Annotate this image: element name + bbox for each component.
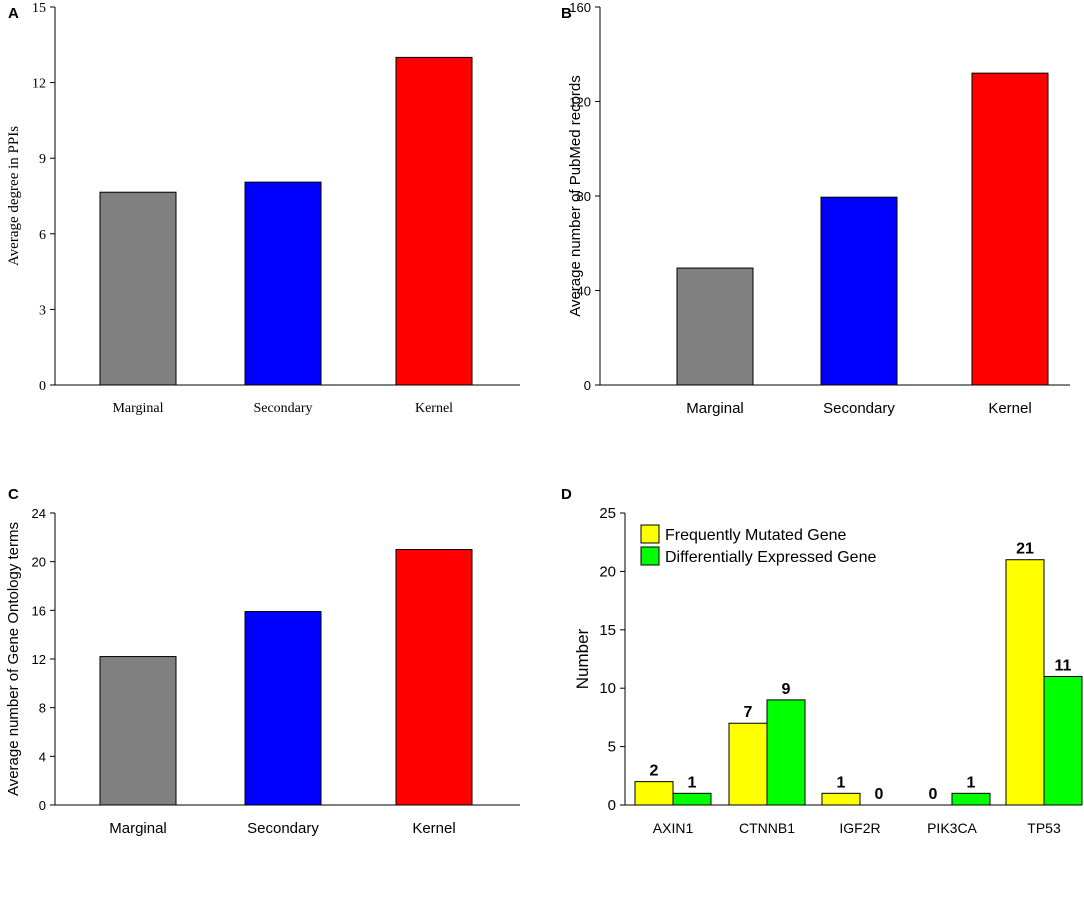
bar-marginal <box>99 656 177 806</box>
bar-tp53-series-2 <box>1043 676 1083 806</box>
category-label: CTNNB1 <box>739 820 795 836</box>
y-tick-label: 0 <box>584 378 591 393</box>
chart-panel-a: A 0 3 6 9 12 15 Average degree in PPIs Marginal S… <box>6 1 520 416</box>
y-axis-label: Average number of Gene Ontology terms <box>5 522 22 796</box>
legend-label: Frequently Mutated Gene <box>665 527 847 544</box>
data-label: 11 <box>1055 658 1072 675</box>
y-tick-label: 4 <box>39 749 46 764</box>
y-tick-label: 25 <box>599 505 616 522</box>
y-axis-label: Average degree in PPIs <box>6 126 22 266</box>
y-tick-label: 0 <box>39 798 46 813</box>
data-label: 1 <box>688 774 697 791</box>
category-label: Secondary <box>253 401 312 416</box>
panel-label: C <box>8 486 19 503</box>
y-tick-label: 6 <box>39 228 46 243</box>
category-label: Marginal <box>686 400 744 417</box>
y-tick-label: 16 <box>32 603 46 618</box>
y-tick-label: 15 <box>32 1 46 16</box>
bar-secondary <box>244 611 322 806</box>
category-label: PIK3CA <box>927 820 977 836</box>
y-tick-label: 20 <box>599 563 616 580</box>
bar-tp53-series-1 <box>1005 559 1045 806</box>
chart-panel-b: B 0 40 80 120 160 Average number of PubMed rec… <box>561 0 1070 417</box>
y-tick-label: 15 <box>599 622 616 639</box>
y-tick-label: 8 <box>39 701 46 716</box>
bar-axin1-series-2 <box>672 792 712 806</box>
y-tick-label: 3 <box>39 303 46 318</box>
legend-swatch <box>640 524 660 544</box>
y-tick-label: 9 <box>39 152 46 167</box>
data-label: 1 <box>837 774 846 791</box>
y-tick-label: 20 <box>32 555 46 570</box>
bar-marginal <box>99 191 177 386</box>
panel-label: A <box>8 5 19 22</box>
data-label: 0 <box>875 786 884 803</box>
y-tick-label: 160 <box>569 0 591 15</box>
bar-secondary <box>244 181 322 386</box>
y-tick-label: 5 <box>608 739 616 756</box>
y-axis-label: Average number of PubMed records <box>567 75 584 317</box>
bar-pik3ca-series-2 <box>951 792 991 806</box>
y-tick-label: 0 <box>608 797 616 814</box>
data-label: 21 <box>1016 541 1034 558</box>
bar-kernel <box>971 72 1049 386</box>
category-label: Kernel <box>415 401 453 416</box>
data-label: 2 <box>650 763 659 780</box>
y-tick-label: 12 <box>32 652 46 667</box>
y-tick-label: 120 <box>569 95 591 110</box>
legend-swatch <box>640 546 660 566</box>
y-tick-label: 12 <box>32 77 46 92</box>
bar-axin1-series-1 <box>634 781 674 806</box>
category-label: Marginal <box>109 820 167 837</box>
y-axis-label: Number <box>573 628 592 689</box>
category-label: Kernel <box>412 820 455 837</box>
chart-panel-c: C 0 4 8 12 16 20 24 Average number of Gene Ontol… <box>5 486 520 837</box>
legend-label: Differentially Expressed Gene <box>665 549 876 566</box>
category-label: Secondary <box>247 820 319 837</box>
bar-secondary <box>820 196 898 386</box>
data-label: 1 <box>967 774 976 791</box>
data-label: 0 <box>929 786 938 803</box>
category-label: IGF2R <box>839 820 880 836</box>
panel-label: D <box>561 486 572 503</box>
bar-igf2r-series-1 <box>821 792 861 806</box>
bar-marginal <box>676 267 754 386</box>
bar-ctnnb1-series-2 <box>766 699 806 806</box>
data-label: 9 <box>782 681 791 698</box>
bar-kernel <box>395 549 473 806</box>
category-label: Marginal <box>112 401 163 416</box>
category-label: TP53 <box>1027 820 1061 836</box>
category-label: Secondary <box>823 400 895 417</box>
panel-label: B <box>561 5 572 22</box>
category-label: AXIN1 <box>653 820 694 836</box>
bar-kernel <box>395 56 473 386</box>
category-label: Kernel <box>988 400 1031 417</box>
y-tick-label: 24 <box>32 506 46 521</box>
y-tick-label: 0 <box>39 379 46 394</box>
y-tick-label: 40 <box>577 284 591 299</box>
chart-panel-d: D0510152025Number21AXIN179CTNNB110IGF2R0… <box>561 486 1083 836</box>
bar-ctnnb1-series-1 <box>728 722 768 806</box>
data-label: 7 <box>744 704 753 721</box>
y-tick-label: 80 <box>577 189 591 204</box>
y-tick-label: 10 <box>599 680 616 697</box>
